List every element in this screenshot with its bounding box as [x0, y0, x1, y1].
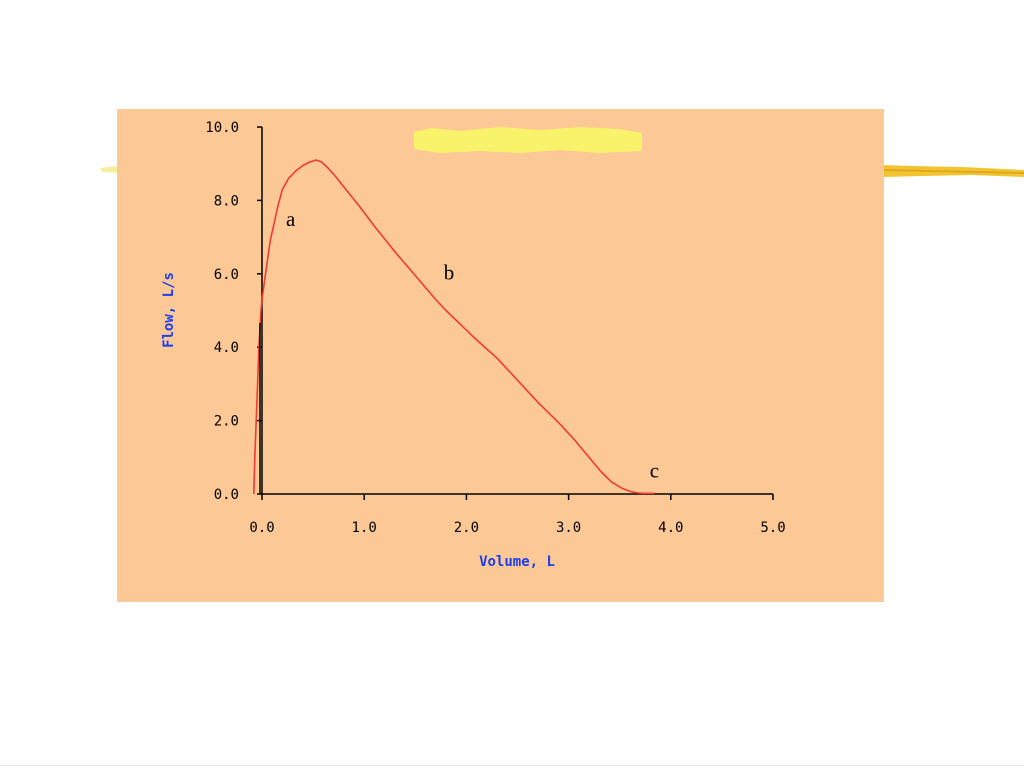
x-axis-label: Volume, L	[479, 554, 555, 570]
y-tick-label: 8.0	[214, 193, 239, 209]
x-tick-label: 2.0	[454, 520, 479, 536]
y-tick-label: 4.0	[214, 340, 239, 356]
flow-volume-curve	[253, 159, 655, 495]
x-tick-label: 5.0	[760, 520, 785, 536]
footer-divider	[0, 765, 1024, 766]
annotation-c: c	[650, 458, 659, 482]
annotation-a: a	[286, 207, 296, 231]
y-tick-label: 0.0	[214, 487, 239, 503]
x-tick-label: 3.0	[556, 520, 581, 536]
yellow-brush-stroke-right	[882, 165, 1024, 177]
y-tick-label: 6.0	[214, 267, 239, 283]
x-tick-label: 0.0	[249, 520, 274, 536]
y-tick-label: 10.0	[205, 120, 239, 136]
annotation-b: b	[444, 260, 455, 284]
y-tick-label: 2.0	[214, 414, 239, 430]
yellow-brush-stroke-left	[100, 166, 118, 173]
x-tick-label: 4.0	[658, 520, 683, 536]
chart-panel	[117, 109, 884, 602]
y-axis-label: Flow, L/s	[161, 272, 177, 348]
highlight-strip	[414, 127, 642, 153]
x-tick-label: 1.0	[352, 520, 377, 536]
